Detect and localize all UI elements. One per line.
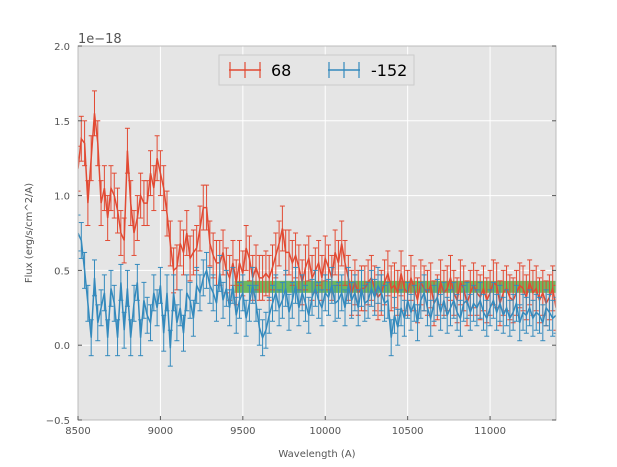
y-tick-label: 1.5 [54, 117, 70, 128]
series-line [78, 113, 556, 308]
x-axis-label: Wavelength (A) [278, 449, 355, 460]
legend-entry-68: 68 [229, 61, 291, 80]
x-tick-label: 9500 [230, 426, 255, 437]
legend: 68 -152 [218, 54, 415, 86]
y-tick-label: 2.0 [54, 42, 70, 53]
x-tick-label: 10000 [309, 426, 341, 437]
legend-handle-neg152 [328, 62, 360, 78]
x-tick-label: 9000 [148, 426, 173, 437]
x-tick-label: 10500 [392, 426, 424, 437]
x-tick-label: 8500 [65, 426, 90, 437]
series-neg152 [78, 214, 556, 367]
legend-label-neg152: -152 [371, 61, 407, 80]
tick-layer: 8500 9000 9500 10000 10500 11000 −0.5 0.0 0.5 1.0… [46, 42, 556, 437]
y-tick-label: 0.5 [54, 266, 70, 277]
y-tick-label: −0.5 [46, 416, 70, 427]
y-tick-label: 0.0 [54, 341, 70, 352]
series-line [78, 232, 556, 349]
y-offset-label: 1e−18 [78, 32, 122, 47]
legend-handle-68 [229, 62, 261, 78]
plot-background [78, 46, 556, 420]
y-axis-label: Flux (erg/s/cm^2/A) [24, 183, 35, 283]
plot-frame [77, 45, 557, 421]
legend-label-68: 68 [271, 61, 291, 80]
legend-entry-neg152: -152 [328, 61, 407, 80]
y-tick-label: 1.0 [54, 192, 70, 203]
series-layer [78, 90, 556, 367]
x-tick-label: 11000 [474, 426, 506, 437]
